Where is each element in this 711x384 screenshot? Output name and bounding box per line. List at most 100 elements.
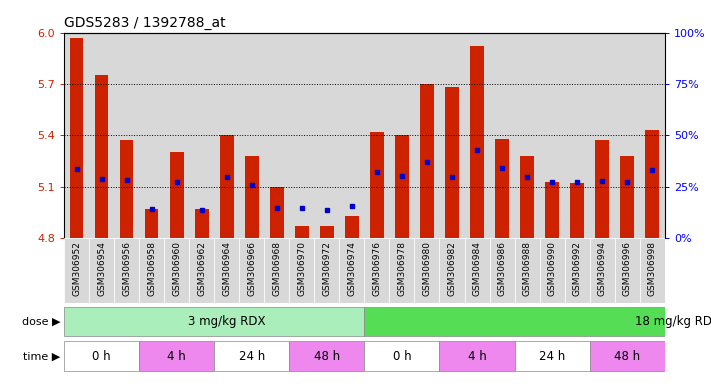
Bar [220,136,234,238]
Bar [289,238,314,303]
Text: 0 h: 0 h [92,350,111,362]
Bar [289,341,365,371]
Bar [114,238,139,303]
Text: GSM306984: GSM306984 [473,242,481,296]
Bar [365,238,390,303]
Bar [119,141,134,238]
Text: GSM306968: GSM306968 [272,242,282,296]
Bar [589,341,665,371]
Bar [589,33,615,238]
Text: GSM306986: GSM306986 [498,242,506,296]
Bar [114,33,139,238]
Text: 18 mg/kg RDX: 18 mg/kg RDX [635,315,711,328]
Bar [195,209,208,238]
Bar [365,341,439,371]
Bar [490,33,515,238]
Bar [189,238,214,303]
Bar [390,33,415,238]
Bar [464,33,490,238]
Bar [370,132,384,238]
Bar [264,33,289,238]
Text: dose ▶: dose ▶ [22,316,60,327]
Text: GSM306988: GSM306988 [523,242,532,296]
Bar [239,238,264,303]
Text: GSM306980: GSM306980 [422,242,432,296]
Bar [64,341,139,371]
Bar [520,156,534,238]
Text: 48 h: 48 h [314,350,340,362]
Bar [464,238,490,303]
Bar [470,46,484,238]
Bar [339,33,364,238]
Text: GSM306998: GSM306998 [648,242,657,296]
Bar [615,33,640,238]
Text: GSM306954: GSM306954 [97,242,106,296]
Text: 0 h: 0 h [392,350,411,362]
Bar [270,187,284,238]
Text: GSM306990: GSM306990 [547,242,557,296]
Bar [314,33,339,238]
Bar [339,238,364,303]
Text: GSM306996: GSM306996 [623,242,632,296]
Bar [314,238,339,303]
Bar [64,307,365,336]
Text: 4 h: 4 h [167,350,186,362]
Bar [545,182,559,238]
Text: GSM306962: GSM306962 [197,242,206,296]
Bar [320,226,333,238]
Bar [214,238,239,303]
Bar [64,33,89,238]
Bar [189,33,214,238]
Bar [264,238,289,303]
Text: GSM306994: GSM306994 [598,242,606,296]
Bar [139,238,164,303]
Bar [439,33,464,238]
Bar [145,209,159,238]
Bar [295,226,309,238]
Text: GSM306978: GSM306978 [397,242,407,296]
Bar [170,152,183,238]
Bar [245,156,259,238]
Text: 24 h: 24 h [239,350,265,362]
Bar [395,136,409,238]
Bar [595,141,609,238]
Text: 3 mg/kg RDX: 3 mg/kg RDX [188,315,265,328]
Bar [640,238,665,303]
Text: GSM306960: GSM306960 [172,242,181,296]
Bar [490,238,515,303]
Bar [589,238,615,303]
Text: GSM306952: GSM306952 [72,242,81,296]
Text: GSM306956: GSM306956 [122,242,131,296]
Bar [365,33,390,238]
Bar [565,33,589,238]
Bar [515,33,540,238]
Text: GSM306964: GSM306964 [223,242,231,296]
Text: 48 h: 48 h [614,350,641,362]
Bar [239,33,264,238]
Bar [89,238,114,303]
Bar [64,238,89,303]
Bar [289,33,314,238]
Bar [565,238,589,303]
Bar [439,341,515,371]
Bar [164,238,189,303]
Bar [515,341,589,371]
Text: GSM306974: GSM306974 [348,242,356,296]
Text: GSM306976: GSM306976 [373,242,381,296]
Bar [640,33,665,238]
Bar [214,341,289,371]
Bar [540,238,565,303]
Text: GSM306958: GSM306958 [147,242,156,296]
Bar [540,33,565,238]
Bar [439,238,464,303]
Text: GSM306982: GSM306982 [447,242,456,296]
Bar [139,33,164,238]
Bar [445,88,459,238]
Text: GSM306970: GSM306970 [297,242,306,296]
Bar [420,84,434,238]
Text: time ▶: time ▶ [23,351,60,361]
Bar [646,130,659,238]
Text: GSM306966: GSM306966 [247,242,256,296]
Bar [621,156,634,238]
Bar [164,33,189,238]
